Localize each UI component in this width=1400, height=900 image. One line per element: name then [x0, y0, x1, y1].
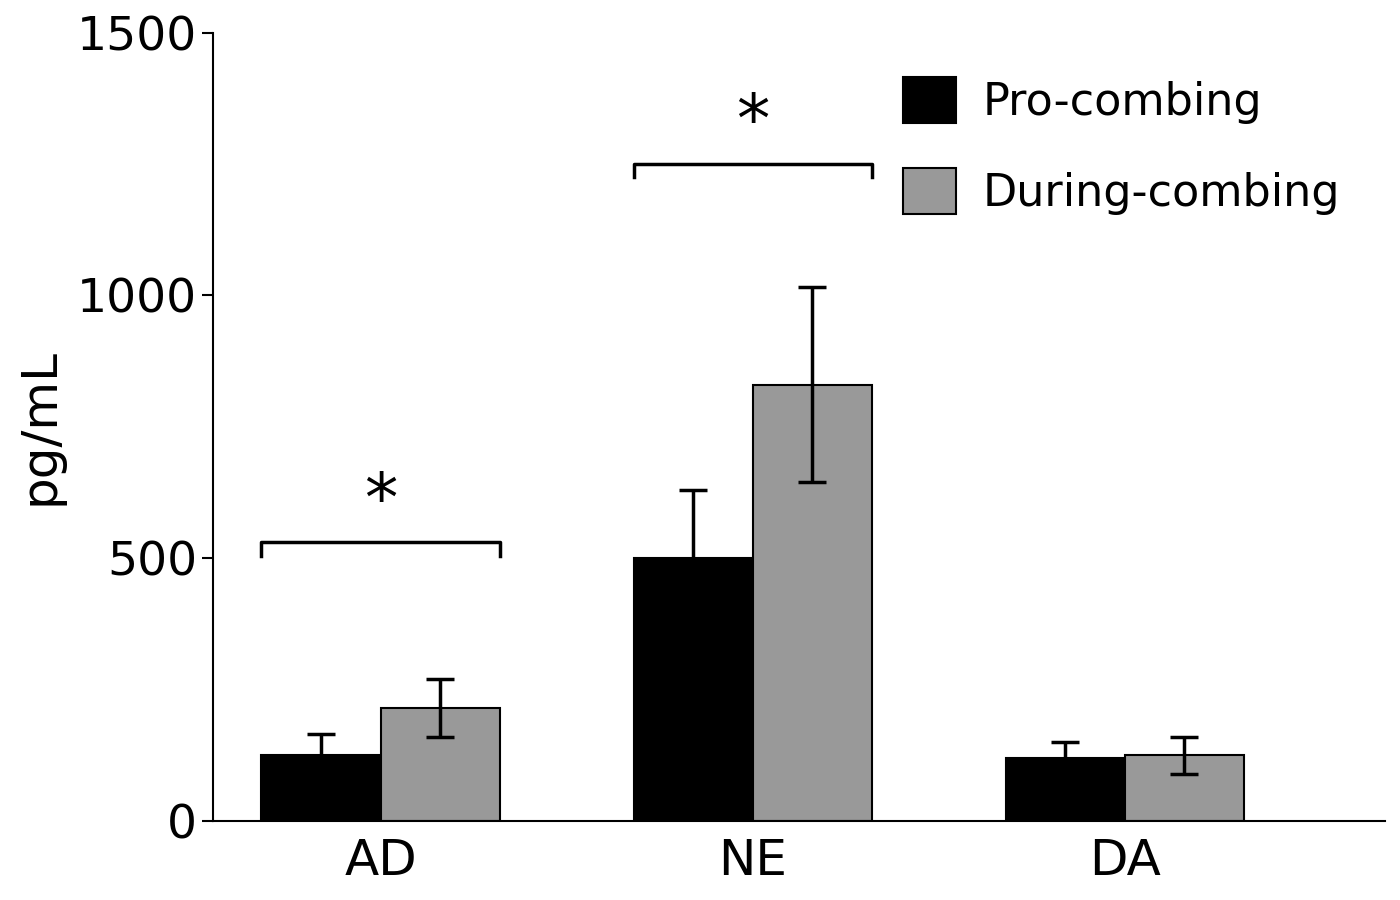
Bar: [753, 384, 872, 821]
Legend: Pro-combing, During-combing: Pro-combing, During-combing: [881, 55, 1362, 238]
Bar: [381, 708, 500, 821]
Text: *: *: [736, 90, 769, 156]
Bar: [634, 558, 753, 821]
Bar: [262, 755, 381, 821]
Y-axis label: pg/mL: pg/mL: [15, 348, 63, 505]
Bar: [1005, 758, 1124, 821]
Bar: [1124, 755, 1243, 821]
Text: *: *: [364, 469, 398, 535]
